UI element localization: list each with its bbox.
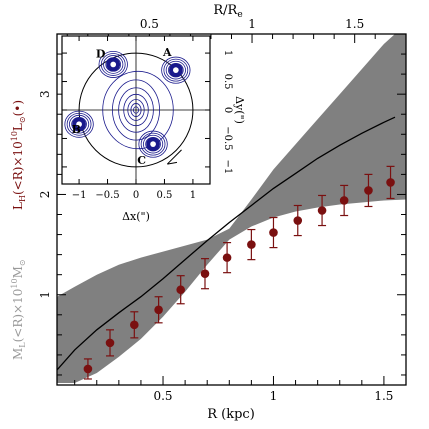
lensed-image-contour [142,134,164,154]
inset-y-tick-label: −0.5 [222,126,233,150]
top-tick-label: 1.5 [345,17,364,31]
inset-x-label: Δx(") [122,210,150,223]
top-tick-label: 1 [248,17,256,31]
data-point [222,253,232,262]
x-axis-label: R (kpc) [207,407,255,422]
lensed-image-label: D [96,48,106,61]
top-tick-label: 0.5 [140,17,159,31]
data-point [130,320,139,330]
lensed-image-contour [68,114,90,134]
mass-range-band [57,34,406,383]
lensed-image-center [76,121,82,128]
lensed-image-contour [138,130,168,158]
svg-text:Δy("): Δy(") [233,96,246,124]
inset-y-tick-label: 1 [222,50,233,56]
data-point [154,305,163,315]
x-tick-label: 1 [270,389,278,403]
mass-profile-line [57,116,396,371]
lensed-image-label: A [162,46,172,59]
inset-x-tick-label: −0.5 [95,190,119,201]
lensed-image-contour [98,50,128,78]
y-tick-label: 1 [38,291,52,299]
top-axis-label: R/Re [213,3,242,20]
inset-x-tick-label: 0 [133,190,139,201]
data-point [83,364,93,374]
galaxy-contour [127,99,145,121]
plot-frame [56,33,407,386]
x-tick-label: 0.5 [153,389,172,403]
plot-content [57,34,406,383]
lensed-image-contour [161,56,191,84]
galaxy-contour [123,93,149,127]
data-point [269,228,278,237]
data-point [339,196,349,205]
lensed-image-contour [140,132,166,156]
inset-lens-image: A B C D −1 −1 −0.5 −0.5 0 0 0.5 0.5 1 1 Δx(") Δy(") [61,35,246,223]
inset-y-tick-label: 0.5 [222,74,233,90]
lensed-image-contour [100,53,126,76]
data-point [386,178,395,187]
lensed-image-center [173,67,179,73]
data-point [176,285,185,295]
data-point [293,216,303,225]
data-point [200,269,210,278]
inset-y-label: Δy(") [233,96,246,124]
y-tick-label: 3 [38,90,52,98]
lensed-image-contour [103,55,124,74]
galaxy-contour [118,87,154,133]
axis-ticks: 0.5 1 1.5 0.5 1 1.5 1 2 3 [38,17,406,403]
galaxy-contour [133,106,139,114]
svg-text:LH(<R)×1010L⊙(•): LH(<R)×1010L⊙(•) [10,100,27,210]
lensed-image-contour [66,112,92,136]
galaxy-contour [130,103,142,117]
data-point [364,186,373,195]
y-axis-label-mass: ML(<R)×1010M⊙ [10,259,27,360]
lensed-image-contour [165,60,186,80]
lensed-image-contour [64,110,94,138]
data-point [247,240,256,249]
inset-x-tick-label: 1 [190,190,196,201]
lensed-image-contour [163,58,189,82]
inset-y-tick-label: 0 [222,107,233,113]
galaxy-contour [112,79,160,141]
x-tick-label: 1.5 [374,389,393,403]
data-point [317,206,327,215]
lensed-image-label: B [72,123,81,136]
y-axis-label-luminosity: LH(<R)×1010L⊙(•) [10,100,27,210]
inset-x-tick-label: −1 [72,190,87,201]
data-point [105,338,115,348]
inset-arrow [166,149,182,165]
inset-y-tick-label: −1 [222,160,233,175]
galaxy-contour [102,70,174,150]
inset-circle [78,52,194,168]
svg-text:ML(<R)×1010M⊙: ML(<R)×1010M⊙ [10,259,27,360]
y-tick-label: 2 [38,191,52,199]
lensed-image-center [110,61,117,68]
inset-x-tick-label: 0.5 [157,190,173,201]
lensed-image-label: C [137,154,146,167]
lensed-image-center [150,141,156,147]
